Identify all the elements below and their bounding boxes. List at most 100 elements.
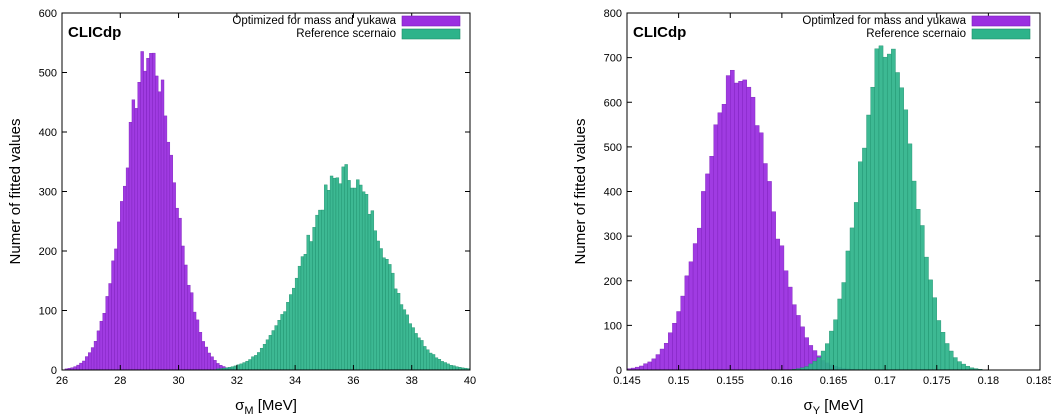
- bar: [402, 309, 407, 371]
- bar: [315, 214, 319, 371]
- y-tick-label: 200: [39, 246, 57, 258]
- bar: [117, 221, 121, 371]
- bar: [758, 132, 764, 371]
- bar: [647, 361, 652, 371]
- bar: [426, 349, 430, 371]
- bar: [111, 260, 115, 371]
- bar: [318, 209, 322, 371]
- bar: [210, 356, 214, 371]
- bar: [163, 115, 168, 371]
- bar: [297, 265, 302, 371]
- bar: [845, 250, 851, 371]
- bar: [277, 320, 281, 371]
- bar: [429, 352, 433, 371]
- y-tick-label: 200: [604, 276, 622, 288]
- bar: [376, 240, 380, 371]
- bar: [705, 173, 710, 371]
- bar: [684, 275, 690, 371]
- bar: [280, 314, 284, 371]
- y-tick-label: 700: [604, 53, 622, 65]
- bar: [895, 72, 900, 371]
- bar: [198, 332, 203, 371]
- bar: [899, 87, 904, 371]
- bar: [396, 293, 401, 371]
- bar: [411, 327, 415, 371]
- bar: [379, 248, 383, 371]
- bar: [306, 234, 310, 371]
- bar: [321, 209, 325, 371]
- bar: [294, 277, 299, 371]
- bar: [434, 357, 439, 371]
- bar: [440, 361, 444, 371]
- bar: [149, 53, 153, 371]
- bar: [787, 286, 793, 371]
- bar: [271, 330, 275, 371]
- bar: [820, 350, 826, 371]
- bar: [286, 302, 290, 371]
- bar: [800, 326, 805, 371]
- y-tick-label: 500: [604, 142, 622, 154]
- bar: [692, 243, 698, 371]
- bar: [134, 108, 138, 371]
- bar: [268, 335, 273, 371]
- bar: [420, 340, 424, 371]
- y-tick-label: 300: [604, 231, 622, 243]
- bar: [76, 364, 80, 371]
- bar: [858, 161, 863, 371]
- bar: [155, 75, 159, 371]
- bar: [96, 330, 101, 371]
- bar: [953, 357, 958, 371]
- y-tick-label: 0: [51, 365, 57, 377]
- y-axis-label: Numer of fitted values: [7, 119, 24, 265]
- bar: [763, 163, 768, 371]
- y-tick-label: 500: [39, 68, 57, 80]
- bar: [882, 56, 888, 371]
- bar: [771, 211, 776, 371]
- bar: [915, 209, 921, 371]
- bar: [181, 245, 185, 371]
- bar: [754, 125, 760, 371]
- bar: [414, 333, 418, 371]
- bar: [725, 75, 731, 371]
- bar: [248, 359, 252, 371]
- bar: [169, 154, 173, 371]
- series-2-bars: [792, 45, 983, 371]
- bar: [874, 48, 880, 371]
- bar: [452, 365, 456, 371]
- bar: [300, 256, 305, 371]
- y-tick-label: 100: [604, 320, 622, 332]
- bar: [676, 311, 681, 371]
- bar: [944, 343, 950, 371]
- bar: [114, 248, 118, 371]
- series-2-bars: [216, 164, 471, 371]
- bar: [804, 366, 809, 371]
- bar: [808, 363, 814, 371]
- bar: [965, 365, 970, 371]
- bar: [152, 52, 156, 371]
- bar: [853, 202, 859, 371]
- bar: [385, 259, 389, 371]
- bar: [928, 279, 933, 371]
- y-tick-label: 800: [604, 8, 622, 20]
- bar: [812, 360, 818, 371]
- bar: [356, 179, 360, 371]
- bar: [239, 363, 243, 371]
- bar: [920, 225, 925, 371]
- bar: [251, 356, 255, 371]
- bar: [957, 361, 962, 371]
- bar: [391, 272, 395, 371]
- bar: [82, 360, 86, 371]
- bar: [750, 96, 756, 371]
- x-tick-label: 0.185: [1026, 375, 1051, 387]
- bar: [849, 227, 855, 371]
- bar: [878, 45, 884, 371]
- bar: [672, 323, 677, 371]
- bar: [178, 217, 182, 371]
- bar: [289, 294, 293, 371]
- bar: [370, 210, 375, 371]
- bar: [940, 332, 946, 371]
- bar: [405, 314, 410, 371]
- bar: [651, 358, 657, 371]
- bar: [312, 227, 316, 371]
